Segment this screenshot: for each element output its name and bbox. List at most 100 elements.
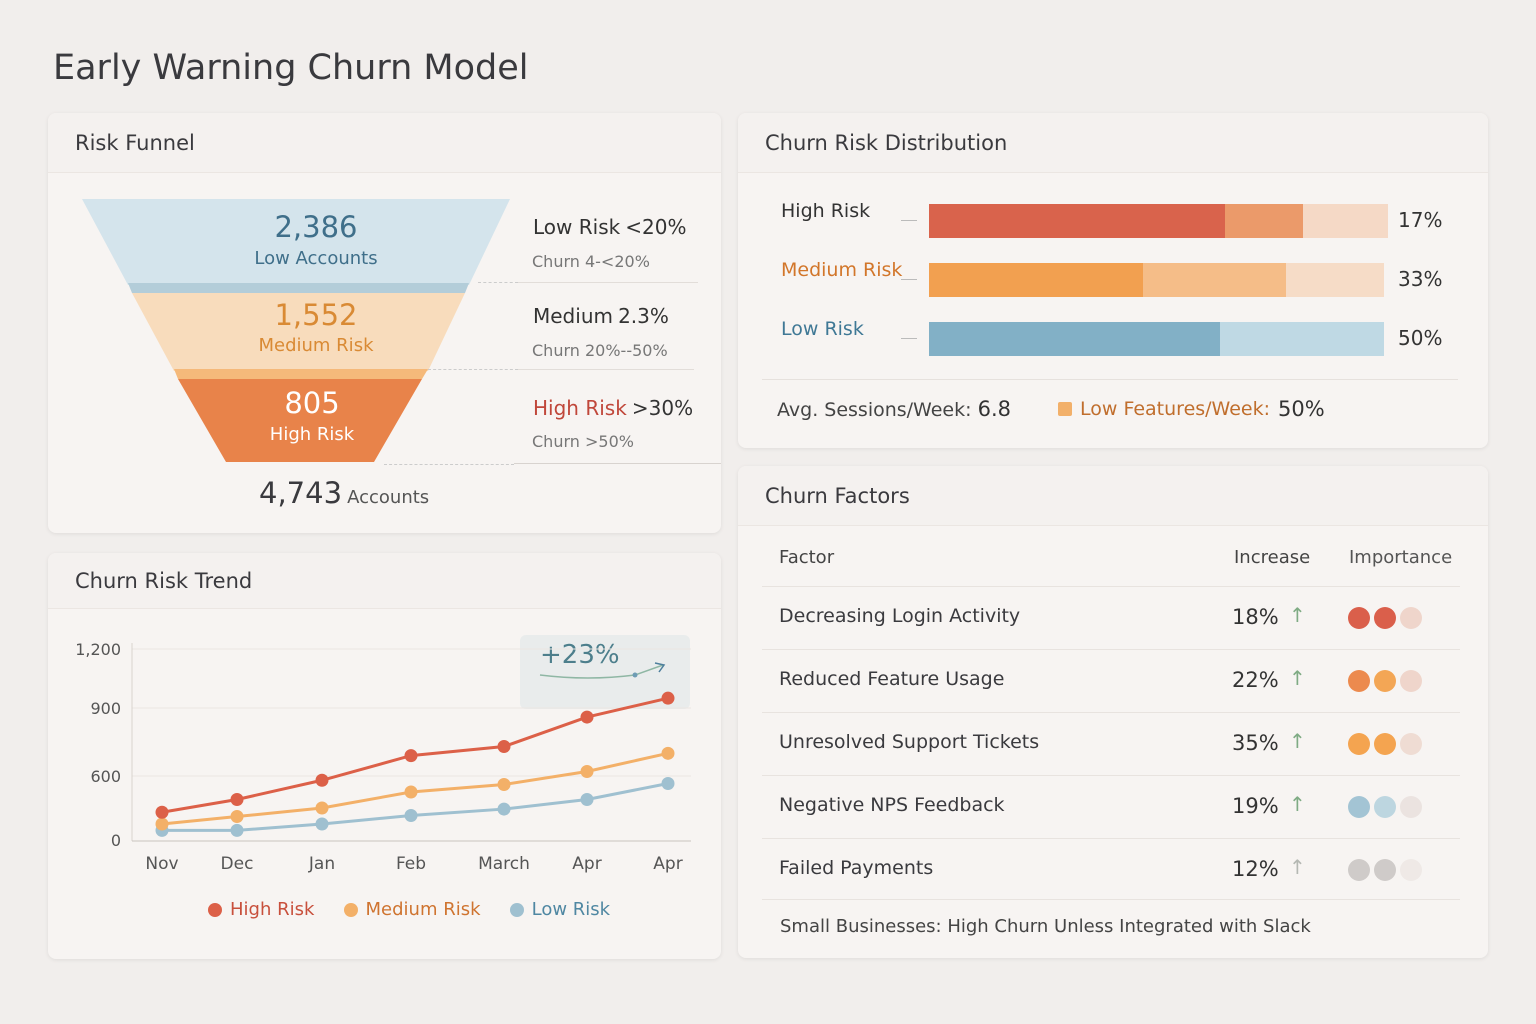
factor-increase: 19%	[1232, 794, 1279, 818]
factor-increase: 18%	[1232, 605, 1279, 629]
factor-name: Failed Payments	[779, 857, 934, 879]
data-point[interactable]	[497, 802, 511, 816]
importance-dot	[1400, 607, 1422, 629]
funnel-low-label: Low Accounts	[254, 248, 378, 269]
funnel-high-label: High Risk	[269, 424, 355, 445]
growth-value: +23%	[540, 640, 620, 670]
dist-bar[interactable]	[929, 322, 1384, 356]
table-row[interactable]: Failed Payments 12% ↑	[762, 838, 1460, 902]
table-row[interactable]: Unresolved Support Tickets 35% ↑	[762, 712, 1460, 776]
card-title: Churn Risk Trend	[48, 553, 721, 609]
chart-legend: High Risk Medium Risk Low Risk	[208, 899, 634, 921]
dist-bar[interactable]	[929, 204, 1388, 238]
funnel-stage-medium	[132, 293, 465, 371]
arrow-up-icon: ↑	[1289, 603, 1306, 627]
data-point[interactable]	[661, 691, 675, 705]
importance-dot	[1348, 607, 1370, 629]
data-point[interactable]	[580, 764, 594, 778]
funnel-stage-high	[178, 379, 422, 462]
legend-high-risk[interactable]: High Risk	[208, 899, 314, 920]
data-point[interactable]	[497, 778, 511, 792]
y-tick-label: 1,200	[75, 640, 121, 659]
y-tick-label: 600	[90, 767, 121, 786]
factor-name: Reduced Feature Usage	[779, 668, 1005, 690]
legend-low-sub: Churn 4-<20%	[532, 252, 650, 271]
y-tick-label: 900	[90, 699, 121, 718]
data-point[interactable]	[497, 740, 511, 754]
churn-factors-card: Churn Factors Factor Increase Importance…	[738, 466, 1488, 958]
dist-bar-segment	[1286, 263, 1384, 297]
arrow-up-icon: ↑	[1289, 855, 1306, 879]
legend-high: High Risk >30%	[533, 396, 694, 420]
x-tick-label: Dec	[221, 854, 254, 874]
col-increase[interactable]: Increase	[1234, 547, 1311, 568]
table-row[interactable]: Reduced Feature Usage 22% ↑	[762, 649, 1460, 713]
dist-bar[interactable]	[929, 263, 1384, 297]
dist-pct: 17%	[1398, 208, 1443, 232]
factors-footnote: Small Businesses: High Churn Unless Inte…	[780, 916, 1311, 937]
table-row[interactable]: Decreasing Login Activity 18% ↑	[762, 586, 1460, 650]
trend-chart: 0 600 900 1,200 Nov Dec Jan Feb March Apr Apr	[75, 640, 691, 874]
funnel-medium-label: Medium Risk	[258, 335, 374, 356]
data-point[interactable]	[155, 805, 169, 819]
data-point[interactable]	[580, 792, 594, 806]
dist-bar-segment	[929, 204, 1226, 238]
importance-dot	[1348, 859, 1370, 881]
importance-dot	[1348, 670, 1370, 692]
data-point[interactable]	[315, 801, 329, 815]
churn-trend-card: Churn Risk Trend +23% 0 600 900 1,200 Nov Dec…	[48, 553, 721, 959]
data-point[interactable]	[315, 817, 329, 831]
connector	[901, 279, 917, 280]
growth-badge: +23%	[520, 635, 690, 709]
data-point[interactable]	[404, 808, 418, 822]
y-tick-label: 0	[111, 831, 121, 850]
connector	[901, 338, 917, 339]
importance-dot	[1348, 733, 1370, 755]
factor-name: Unresolved Support Tickets	[779, 731, 1040, 753]
data-point[interactable]	[315, 773, 329, 787]
x-tick-label: Jan	[308, 854, 335, 874]
importance-rating	[1348, 670, 1422, 692]
legend-medium-risk[interactable]: Medium Risk	[343, 899, 481, 920]
legend-medium: Medium 2.3%	[533, 304, 669, 328]
data-point[interactable]	[661, 746, 675, 760]
dist-label: Low Risk	[781, 318, 864, 340]
legend-high-sub: Churn >50%	[532, 432, 634, 451]
importance-rating	[1348, 733, 1422, 755]
data-point[interactable]	[580, 710, 594, 724]
factor-name: Decreasing Login Activity	[779, 605, 1021, 627]
factor-increase: 22%	[1232, 668, 1279, 692]
x-tick-label: Apr	[653, 854, 682, 874]
data-point[interactable]	[404, 749, 418, 763]
connector	[901, 220, 917, 221]
importance-dot	[1374, 859, 1396, 881]
features-swatch-icon	[1058, 402, 1072, 416]
importance-rating	[1348, 796, 1422, 818]
importance-dot	[1374, 733, 1396, 755]
col-importance[interactable]: Importance	[1349, 547, 1453, 568]
importance-dot	[1400, 670, 1422, 692]
factor-name: Negative NPS Feedback	[779, 794, 1005, 816]
funnel-medium-value: 1,552	[274, 298, 358, 332]
legend-low-risk[interactable]: Low Risk	[509, 899, 610, 920]
data-point[interactable]	[404, 785, 418, 799]
importance-rating	[1348, 607, 1422, 629]
data-point[interactable]	[155, 817, 169, 831]
dist-bar-segment	[1225, 204, 1304, 238]
card-title: Risk Funnel	[48, 113, 721, 173]
table-row[interactable]: Negative NPS Feedback 19% ↑	[762, 775, 1460, 839]
data-point[interactable]	[230, 823, 244, 837]
data-point[interactable]	[230, 810, 244, 824]
dist-bar-segment	[929, 263, 1143, 297]
features-stat: Low Features/Week: 50%	[1058, 397, 1325, 421]
data-point[interactable]	[230, 792, 244, 806]
arrow-up-icon: ↑	[1289, 729, 1306, 753]
card-title: Churn Risk Distribution	[738, 113, 1488, 173]
legend-low: Low Risk <20%	[533, 215, 687, 239]
page-title: Early Warning Churn Model	[53, 48, 529, 88]
importance-rating	[1348, 859, 1422, 881]
importance-dot	[1374, 607, 1396, 629]
data-point[interactable]	[661, 776, 675, 790]
factor-increase: 35%	[1232, 731, 1279, 755]
col-factor[interactable]: Factor	[779, 547, 835, 568]
